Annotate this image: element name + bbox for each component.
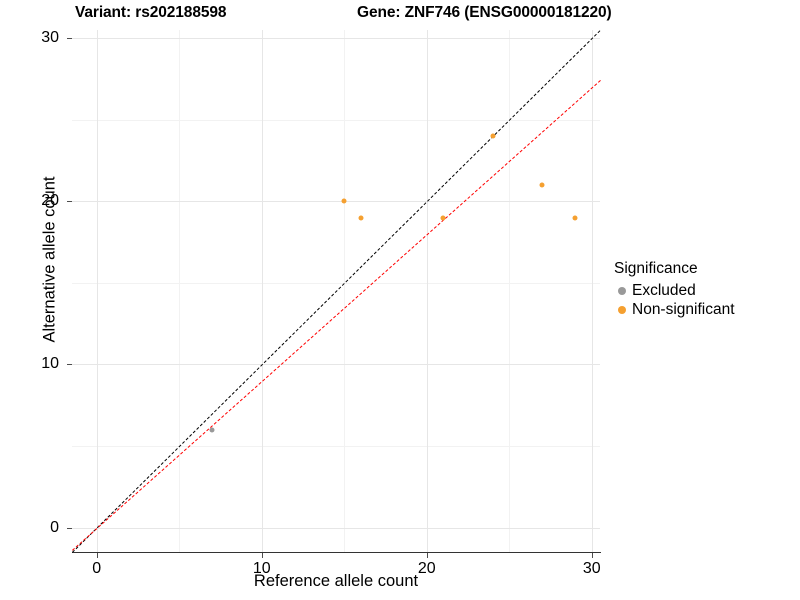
x-tick-label: 0 xyxy=(92,560,102,577)
grid-line-vertical-minor xyxy=(344,30,346,552)
grid-line-vertical-major xyxy=(96,30,98,552)
legend-dot xyxy=(618,305,626,314)
grid-line-horizontal-minor xyxy=(72,445,600,447)
x-tick-label: 20 xyxy=(417,560,436,577)
legend: Significance Excluded Non-significant xyxy=(614,260,794,319)
legend-item-non-significant[interactable]: Non-significant xyxy=(614,300,794,319)
legend-swatch-icon xyxy=(614,305,630,314)
y-tick-mark xyxy=(67,364,72,366)
y-tick-label: 10 xyxy=(41,355,59,373)
grid-line-horizontal-minor xyxy=(72,282,600,284)
data-point xyxy=(490,133,496,139)
data-point xyxy=(209,427,215,433)
legend-dot xyxy=(618,286,626,295)
x-tick-mark xyxy=(426,553,428,558)
variant-title: Variant: rs202188598 xyxy=(75,4,227,21)
gene-title: Gene: ZNF746 (ENSG00000181220) xyxy=(357,4,612,21)
grid-line-horizontal-major xyxy=(72,201,600,203)
x-axis-line xyxy=(72,552,601,554)
grid-line-horizontal-major xyxy=(72,527,600,529)
x-tick-label: 10 xyxy=(252,560,271,577)
grid-line-horizontal-major xyxy=(72,38,600,40)
grid-line-vertical-major xyxy=(591,30,593,552)
grid-line-horizontal-minor xyxy=(72,119,600,121)
data-point xyxy=(440,215,446,221)
grid-line-horizontal-major xyxy=(72,364,600,366)
y-tick-label: 0 xyxy=(50,518,59,536)
y-tick-mark xyxy=(67,201,72,203)
x-tick-mark xyxy=(591,553,593,558)
grid-line-vertical-minor xyxy=(509,30,511,552)
legend-swatch-icon xyxy=(614,286,630,295)
y-tick-label: 30 xyxy=(41,29,59,47)
y-axis-title: Alternative allele count xyxy=(40,176,59,343)
reference-line-identity xyxy=(72,30,601,553)
x-tick-mark xyxy=(96,553,98,558)
legend-title: Significance xyxy=(614,260,698,277)
data-point xyxy=(572,215,578,221)
data-point xyxy=(358,215,364,221)
data-point xyxy=(539,182,545,188)
x-axis-title: Reference allele count xyxy=(253,572,419,590)
grid-line-vertical-major xyxy=(261,30,263,552)
plot-panel xyxy=(72,30,601,553)
reference-line-fitted-ratio xyxy=(72,79,601,551)
chart-title-bar: Variant: rs202188598 Gene: ZNF746 (ENSG0… xyxy=(0,0,800,28)
y-tick-label: 20 xyxy=(41,192,59,210)
data-point xyxy=(341,198,347,204)
grid-line-vertical-major xyxy=(426,30,428,552)
y-tick-mark xyxy=(67,38,72,40)
legend-label: Non-significant xyxy=(632,300,735,318)
grid-line-vertical-minor xyxy=(179,30,181,552)
x-tick-mark xyxy=(261,553,263,558)
legend-label: Excluded xyxy=(632,281,696,299)
x-tick-label: 30 xyxy=(582,560,601,577)
y-tick-mark xyxy=(67,527,72,529)
legend-item-excluded[interactable]: Excluded xyxy=(614,281,794,300)
legend-items: Excluded Non-significant xyxy=(614,281,794,319)
